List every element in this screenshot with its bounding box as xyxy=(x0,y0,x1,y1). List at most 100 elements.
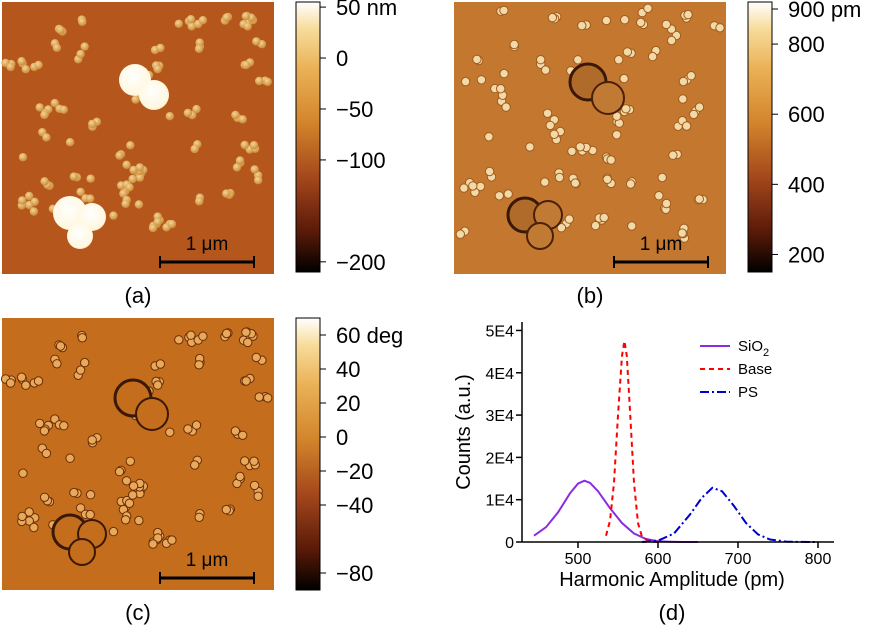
nanoparticle xyxy=(525,142,535,152)
nanoparticle xyxy=(238,115,247,124)
nanoparticle xyxy=(484,166,495,177)
panel-a-colorbar-ticks: 50 nm 0 −50 −100 −200 xyxy=(320,0,397,275)
nanoparticle xyxy=(39,426,50,436)
nanoparticle xyxy=(5,378,16,388)
nanoparticle xyxy=(221,328,232,339)
nanoparticle xyxy=(614,55,624,65)
nanoparticle xyxy=(686,71,696,81)
nanoparticle xyxy=(40,177,49,186)
nanoparticle xyxy=(678,76,689,87)
panel-b-label: (b) xyxy=(577,283,604,308)
nanoparticle xyxy=(542,108,553,119)
nanoparticle xyxy=(494,191,504,201)
nanoparticle xyxy=(29,522,39,533)
colorbar-tick-label: −50 xyxy=(336,97,373,122)
nanoparticle xyxy=(17,57,26,66)
nanoparticle xyxy=(128,490,138,500)
panel-c-image: 1 μm xyxy=(0,318,274,590)
colorbar-tick-label: 900 pm xyxy=(788,0,861,22)
nanoparticle xyxy=(590,220,601,231)
nanoparticle xyxy=(86,174,95,183)
nanoparticle xyxy=(190,144,199,154)
nanoparticle xyxy=(85,509,95,520)
nanoparticle xyxy=(174,19,183,28)
nanoparticle xyxy=(135,173,145,182)
nanoparticle xyxy=(240,456,250,466)
nanoparticle xyxy=(165,112,174,121)
series-line-ps xyxy=(641,486,819,543)
nanoparticle xyxy=(121,476,132,486)
nanoparticle xyxy=(476,75,487,85)
nanoparticle xyxy=(499,68,509,79)
nanoparticle xyxy=(253,491,263,501)
y-axis-label: Counts (a.u.) xyxy=(453,374,475,490)
nanoparticle xyxy=(499,5,509,16)
nanoparticle xyxy=(689,109,699,120)
nanoparticle xyxy=(108,526,119,537)
nanoparticle xyxy=(134,515,144,526)
nanoparticle xyxy=(677,228,687,238)
nanoparticle xyxy=(681,121,692,131)
nanoparticle xyxy=(119,189,128,198)
nanoparticle xyxy=(243,337,253,348)
nanoparticle xyxy=(21,380,31,390)
nanoparticle xyxy=(643,3,653,13)
nanoparticle xyxy=(40,110,49,120)
nanoparticle xyxy=(17,511,27,522)
nanoparticle xyxy=(65,453,75,463)
nanoparticle xyxy=(56,25,65,35)
nanoparticle xyxy=(192,104,201,114)
nanoparticle xyxy=(501,102,511,112)
nanoparticle xyxy=(25,191,34,201)
panel-b-colorbar-ticks: 900 pm 800 600 400 200 xyxy=(772,0,861,267)
x-tick-label: 500 xyxy=(565,551,592,568)
nanoparticle xyxy=(540,177,550,187)
nanoparticle xyxy=(87,435,97,445)
nanoparticle xyxy=(25,200,34,210)
nanoparticle xyxy=(198,331,208,341)
colorbar-tick-label: 200 xyxy=(788,242,825,267)
nanoparticle xyxy=(678,94,688,104)
nanoparticle xyxy=(661,198,672,209)
nanoparticle xyxy=(148,539,158,549)
nanoparticle xyxy=(460,76,471,87)
nanoparticle xyxy=(601,15,612,26)
legend-label: SiO2 xyxy=(738,338,769,359)
nanoparticle xyxy=(148,223,158,233)
nanoparticle xyxy=(459,183,469,193)
colorbar-tick-label: 0 xyxy=(336,425,348,450)
nanoparticle xyxy=(42,133,51,142)
colorbar-tick-label: 20 xyxy=(336,391,360,416)
nanoparticle xyxy=(263,393,273,403)
nanoparticle xyxy=(156,43,165,53)
nanoparticle xyxy=(167,219,177,229)
nanoparticle xyxy=(625,179,636,189)
nanoparticle xyxy=(55,341,66,351)
nanoparticle xyxy=(59,421,69,431)
nanoparticle xyxy=(249,141,259,150)
nanoparticle xyxy=(125,183,134,192)
nanoparticle xyxy=(75,503,86,513)
colorbar-tick-label: 600 xyxy=(788,102,825,127)
nanoparticle xyxy=(155,359,166,369)
nanoparticle xyxy=(222,189,231,198)
nanoparticle xyxy=(190,460,200,470)
nanoparticle xyxy=(194,44,204,53)
panel-b-large-clusters xyxy=(506,62,625,250)
nanoparticle xyxy=(194,512,204,522)
nanoparticle xyxy=(694,102,705,112)
nanoparticle xyxy=(647,51,658,62)
nanoparticle xyxy=(194,360,204,370)
nanoparticle xyxy=(80,357,90,368)
panel-c-label: (c) xyxy=(125,600,151,625)
panel-a-scalebar-label: 1 μm xyxy=(186,234,229,255)
nanoparticle xyxy=(198,16,208,25)
panel-d-label: (d) xyxy=(659,600,686,625)
nanoparticle xyxy=(545,120,555,131)
nanoparticle xyxy=(241,327,251,337)
nanoparticle xyxy=(468,181,478,191)
panel-b-colorbar xyxy=(747,1,773,273)
panel-a-large-clusters xyxy=(53,64,169,249)
nanoparticle xyxy=(34,60,43,70)
nanoparticle xyxy=(186,330,196,340)
